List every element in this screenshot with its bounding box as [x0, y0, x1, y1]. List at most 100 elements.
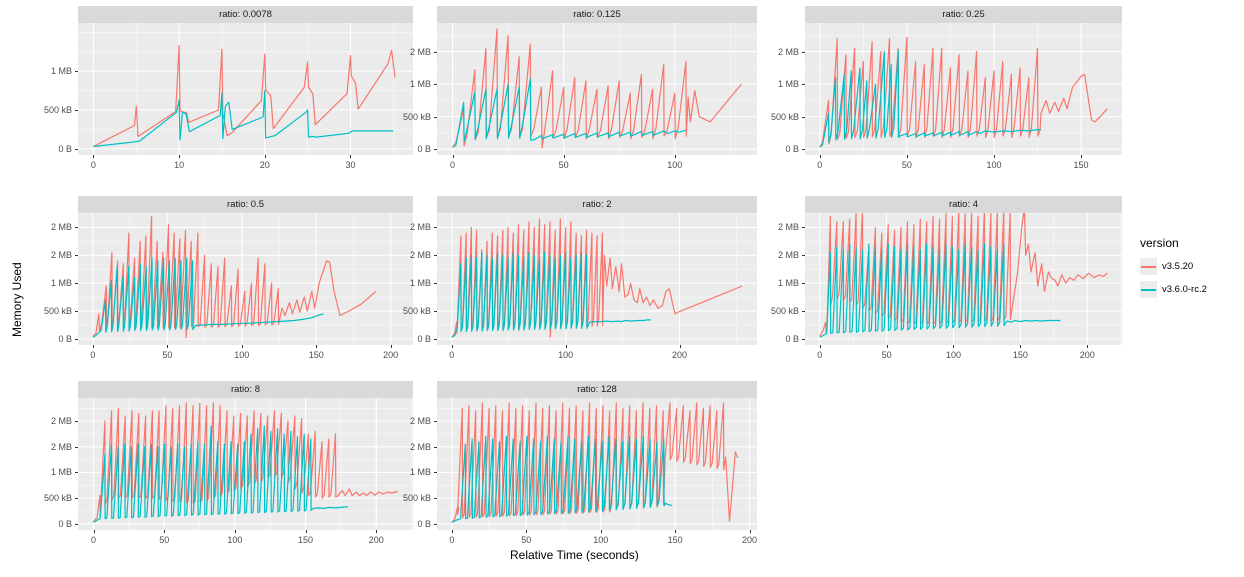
- x-tick-label: 100: [227, 535, 243, 545]
- x-tick-mark: [600, 530, 602, 533]
- x-tick-mark: [526, 530, 528, 533]
- x-tick-mark: [451, 345, 453, 348]
- x-tick-label: 50: [521, 535, 532, 545]
- y-tick-mark: [802, 283, 805, 285]
- x-tick-label: 150: [667, 535, 683, 545]
- facet-strip-0.5: ratio: 0.5: [78, 196, 413, 213]
- x-tick-label: 100: [945, 350, 961, 360]
- y-tick-mark: [802, 338, 805, 340]
- x-tick-label: 50: [901, 160, 912, 170]
- y-tick-label: 2 MB: [50, 222, 72, 233]
- series-line-v3.5.20: [451, 402, 739, 523]
- y-tick-mark: [802, 149, 805, 151]
- x-tick-label: 50: [159, 535, 170, 545]
- facet-strip-label: ratio: 0.5: [227, 199, 264, 210]
- y-tick-label: 500 kB: [43, 493, 72, 504]
- x-tick-mark: [953, 345, 955, 348]
- x-tick-mark: [674, 155, 676, 158]
- x-tick-mark: [350, 155, 352, 158]
- y-tick-label: 500 kB: [402, 306, 431, 317]
- y-tick-mark: [75, 472, 78, 474]
- x-tick-label: 150: [298, 535, 314, 545]
- series-line-v3.6.0-rc.2: [92, 257, 324, 338]
- facet-strip-label: ratio: 0.0078: [219, 9, 272, 20]
- y-tick-mark: [802, 311, 805, 313]
- y-tick-label: 500 kB: [43, 104, 72, 115]
- x-tick-label: 100: [593, 535, 609, 545]
- x-tick-mark: [679, 345, 681, 348]
- y-tick-label: 500 kB: [402, 493, 431, 504]
- x-tick-mark: [565, 345, 567, 348]
- series-line-v3.6.0-rc.2: [819, 243, 1061, 338]
- x-tick-mark: [451, 530, 453, 533]
- legend-item-v3-5-20: v3.5.20: [1140, 258, 1240, 275]
- x-tick-label: 50: [162, 350, 173, 360]
- y-tick-label: 0 B: [785, 144, 799, 155]
- facet-panel-2: [437, 213, 757, 345]
- y-tick-label: 1 MB: [50, 278, 72, 289]
- facet-strip-4: ratio: 4: [805, 196, 1122, 213]
- x-tick-label: 0: [90, 160, 96, 170]
- x-axis-title: Relative Time (seconds): [510, 548, 639, 562]
- y-tick-label: 2 MB: [777, 222, 799, 233]
- x-tick-label: 0: [817, 160, 823, 170]
- x-tick-label: 150: [308, 350, 324, 360]
- y-tick-label: 2 MB: [409, 250, 431, 261]
- x-tick-label: 200: [1079, 350, 1095, 360]
- x-tick-label: 0: [817, 350, 823, 360]
- y-tick-label: 500 kB: [770, 306, 799, 317]
- facet-strip-label: ratio: 4: [948, 199, 979, 210]
- y-tick-mark: [75, 71, 78, 73]
- x-tick-label: 200: [742, 535, 758, 545]
- x-tick-label: 10: [174, 160, 185, 170]
- y-tick-mark: [434, 255, 437, 257]
- x-tick-mark: [264, 155, 266, 158]
- series-line-v3.6.0-rc.2: [93, 425, 348, 523]
- series-line-v3.6.0-rc.2: [93, 89, 394, 148]
- y-tick-label: 0 B: [417, 518, 431, 529]
- x-tick-mark: [93, 530, 95, 533]
- y-tick-label: 0 B: [417, 144, 431, 155]
- y-tick-label: 2 MB: [777, 46, 799, 57]
- x-tick-mark: [167, 345, 169, 348]
- x-tick-label: 50: [558, 160, 569, 170]
- y-tick-mark: [434, 472, 437, 474]
- x-tick-label: 200: [368, 535, 384, 545]
- x-tick-mark: [906, 155, 908, 158]
- legend-key-box: [1140, 258, 1157, 275]
- y-tick-label: 0 B: [58, 143, 72, 154]
- y-tick-mark: [434, 421, 437, 423]
- y-tick-mark: [75, 498, 78, 500]
- facet-panel-128: [437, 398, 757, 530]
- facet-strip-label: ratio: 8: [230, 384, 261, 395]
- series-line-v3.5.20: [93, 402, 398, 522]
- y-tick-mark: [802, 84, 805, 86]
- y-tick-label: 1 MB: [409, 278, 431, 289]
- line-swatch-icon: [1141, 265, 1156, 268]
- y-tick-mark: [434, 498, 437, 500]
- x-tick-mark: [819, 155, 821, 158]
- series-line-v3.6.0-rc.2: [452, 78, 687, 148]
- y-tick-mark: [75, 338, 78, 340]
- y-tick-label: 2 MB: [409, 416, 431, 427]
- x-tick-label: 150: [1012, 350, 1028, 360]
- x-tick-label: 100: [558, 350, 574, 360]
- y-tick-mark: [75, 311, 78, 313]
- x-tick-label: 0: [449, 350, 455, 360]
- y-tick-label: 0 B: [58, 333, 72, 344]
- x-tick-mark: [241, 345, 243, 348]
- facet-panel-0.0078: [78, 23, 413, 155]
- y-tick-label: 2 MB: [50, 441, 72, 452]
- y-tick-mark: [75, 148, 78, 150]
- facet-strip-2: ratio: 2: [437, 196, 757, 213]
- facet-strip-label: ratio: 2: [582, 199, 612, 210]
- y-tick-label: 500 kB: [402, 111, 431, 122]
- facet-panel-0.5: [78, 213, 413, 345]
- y-tick-label: 1 MB: [777, 278, 799, 289]
- y-tick-mark: [434, 446, 437, 448]
- x-tick-label: 30: [345, 160, 356, 170]
- x-tick-mark: [819, 345, 821, 348]
- y-tick-label: 1 MB: [777, 79, 799, 90]
- y-axis-title: Memory Used: [10, 262, 24, 337]
- x-tick-mark: [164, 530, 166, 533]
